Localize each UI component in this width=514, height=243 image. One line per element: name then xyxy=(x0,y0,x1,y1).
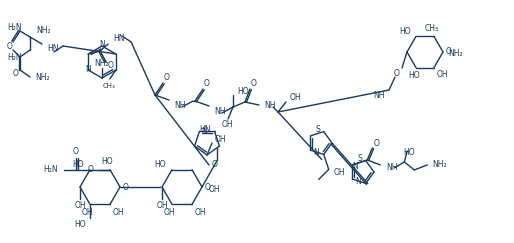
Text: OH: OH xyxy=(334,168,345,177)
Text: CH₃: CH₃ xyxy=(102,83,115,89)
Text: OH: OH xyxy=(74,200,86,209)
Text: O: O xyxy=(251,79,257,88)
Text: O: O xyxy=(87,165,93,174)
Text: HO: HO xyxy=(101,157,113,166)
Text: O: O xyxy=(204,79,210,88)
Text: OH: OH xyxy=(215,134,227,144)
Text: O: O xyxy=(13,69,19,78)
Text: HN: HN xyxy=(199,125,211,134)
Text: NH₂: NH₂ xyxy=(36,26,50,35)
Text: OH: OH xyxy=(437,70,449,79)
Text: OH: OH xyxy=(113,208,124,217)
Text: NH₂: NH₂ xyxy=(448,50,463,59)
Text: N: N xyxy=(352,162,358,171)
Text: O: O xyxy=(7,43,13,52)
Text: O: O xyxy=(73,147,79,156)
Text: O: O xyxy=(107,61,113,70)
Text: HO: HO xyxy=(403,148,415,157)
Text: HN: HN xyxy=(113,35,124,43)
Text: S: S xyxy=(358,154,363,163)
Text: HN: HN xyxy=(47,44,59,53)
Text: N: N xyxy=(314,148,319,156)
Text: NH: NH xyxy=(374,90,385,99)
Text: N: N xyxy=(201,127,207,136)
Text: NH: NH xyxy=(264,101,276,110)
Text: O: O xyxy=(123,182,129,191)
Text: OH: OH xyxy=(81,208,93,217)
Text: NH: NH xyxy=(174,101,186,110)
Text: OH: OH xyxy=(290,94,302,103)
Text: O: O xyxy=(446,47,452,57)
Text: HO: HO xyxy=(75,220,86,229)
Text: NH: NH xyxy=(214,106,226,115)
Text: O: O xyxy=(393,69,399,78)
Text: HO: HO xyxy=(72,160,84,169)
Text: NH₂: NH₂ xyxy=(35,72,50,81)
Text: S: S xyxy=(316,125,321,134)
Text: H₂N: H₂N xyxy=(43,165,58,174)
Text: H₂N: H₂N xyxy=(7,52,22,61)
Text: OH: OH xyxy=(156,200,168,209)
Text: OH: OH xyxy=(195,208,207,217)
Text: OH: OH xyxy=(209,185,221,194)
Text: O: O xyxy=(205,182,211,191)
Text: HO: HO xyxy=(154,160,166,169)
Text: H₂N: H₂N xyxy=(7,24,22,33)
Text: N: N xyxy=(85,66,91,75)
Text: HO: HO xyxy=(399,27,411,36)
Text: OH: OH xyxy=(221,121,233,130)
Text: OH: OH xyxy=(163,208,175,217)
Text: N: N xyxy=(99,41,105,50)
Text: NH₂: NH₂ xyxy=(432,160,447,169)
Text: NH₂: NH₂ xyxy=(95,59,109,68)
Text: O: O xyxy=(211,159,217,168)
Text: O: O xyxy=(373,139,379,148)
Text: CH₃: CH₃ xyxy=(425,24,439,33)
Text: HO: HO xyxy=(237,87,249,95)
Text: NH: NH xyxy=(387,164,398,173)
Text: HO: HO xyxy=(408,71,420,80)
Text: O: O xyxy=(164,73,170,83)
Text: N: N xyxy=(355,177,361,186)
